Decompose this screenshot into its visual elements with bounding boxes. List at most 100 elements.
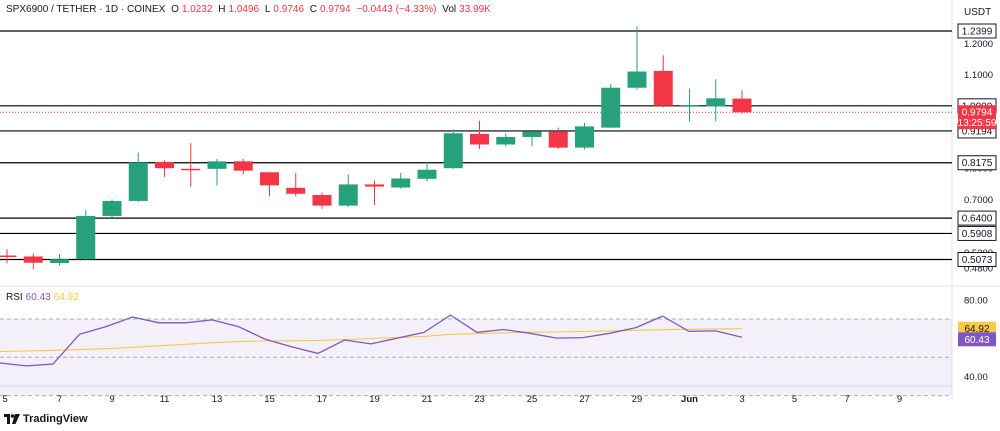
candle-body: [207, 161, 227, 169]
rsi-legend: RSI 60.43 64.92: [6, 292, 79, 303]
time-tick-label: 25: [527, 394, 538, 405]
candle: [653, 55, 673, 108]
level-tag-label: 0.5908: [962, 229, 993, 240]
price-tick-label: 0.7000: [964, 195, 993, 206]
rsi-value: 60.43: [25, 292, 51, 303]
candle-body: [653, 70, 673, 106]
symbol-title[interactable]: SPX6900 / TETHER · 1D · COINEX: [6, 4, 166, 15]
candle-body: [391, 178, 411, 188]
price-tick-label: 1.1000: [964, 70, 993, 81]
level-tag-label: 1.2399: [962, 27, 993, 38]
candle: [207, 158, 227, 186]
candle-body: [50, 259, 69, 264]
rsi-tick-label: 40.00: [964, 372, 988, 383]
candle: [155, 160, 174, 177]
candle-body: [155, 161, 174, 169]
low-label: L: [264, 4, 271, 15]
candle-body: [470, 133, 489, 145]
candle-body: [417, 169, 437, 179]
time-tick-label: 5: [2, 394, 7, 405]
candle-body: [233, 161, 253, 171]
volume-label: Vol: [442, 4, 457, 15]
rsi-title[interactable]: RSI: [6, 292, 23, 303]
candle-body: [575, 126, 594, 148]
candle: [680, 88, 699, 122]
rsi-ma-tag-label: 64.92: [964, 324, 989, 335]
time-tick-label: 15: [264, 394, 275, 405]
candle-body: [23, 256, 43, 263]
candle: [496, 133, 516, 147]
candle: [417, 161, 437, 182]
rsi-ma-value: 64.92: [53, 292, 79, 303]
candle: [365, 180, 384, 205]
tradingview-logo-icon: [4, 414, 20, 425]
rsi-tag: [958, 332, 996, 347]
open-value: 1.0232: [181, 4, 213, 15]
candle: [601, 83, 621, 129]
level-tag: [957, 23, 997, 39]
level-tag-label: 0.6400: [962, 214, 993, 225]
level-tag-label: 0.9194: [962, 126, 993, 137]
candle: [102, 199, 122, 219]
time-tick-label: 9: [109, 394, 114, 405]
price-tick-label: 0.4800: [964, 264, 993, 275]
time-tick-label: 27: [579, 394, 590, 405]
candle-body: [0, 255, 17, 258]
candle: [732, 90, 752, 114]
high-label: H: [218, 4, 226, 15]
candle-body: [365, 184, 384, 187]
candle: [312, 192, 332, 209]
time-tick-label: 11: [160, 394, 170, 405]
close-value: 0.9794: [320, 4, 351, 15]
rsi-ma-tag: [958, 321, 996, 336]
time-tick-label: 7: [57, 394, 62, 405]
candle: [575, 122, 594, 150]
candle-body: [181, 168, 201, 171]
candle-body: [680, 105, 699, 107]
open-label: O: [171, 4, 179, 15]
candle-body: [102, 200, 122, 216]
candle-body: [286, 187, 306, 194]
time-tick-label: 17: [317, 394, 328, 405]
candle-body: [312, 195, 332, 206]
candle-body: [443, 133, 463, 169]
candle: [286, 172, 306, 197]
candle-body: [627, 71, 647, 88]
tradingview-logo[interactable]: TradingView: [4, 413, 88, 425]
time-tick-label: 9: [897, 394, 902, 405]
candle: [522, 131, 542, 147]
level-tag: [957, 210, 997, 226]
candle: [128, 152, 148, 202]
candle: [23, 253, 43, 270]
chart-header: SPX6900 / TETHER · 1D · COINEX O 1.0232 H…: [6, 4, 494, 15]
candle: [706, 79, 726, 122]
volume-value: 33.99K: [459, 4, 491, 15]
candle: [181, 143, 201, 187]
candle-body: [706, 98, 726, 107]
low-value: 0.9746: [273, 4, 305, 15]
candle-body: [76, 215, 96, 260]
currency-label[interactable]: USDT: [964, 7, 992, 18]
close-label: C: [309, 4, 318, 15]
candle-body: [548, 131, 568, 148]
candle: [260, 172, 279, 197]
candle: [338, 174, 358, 207]
rsi-ma-line: [0, 328, 743, 353]
time-tick-label: 7: [844, 394, 849, 405]
candle: [548, 127, 568, 149]
last-price-tag: [958, 105, 996, 130]
level-tag: [957, 155, 997, 171]
candle: [50, 253, 69, 266]
time-tick-label: 13: [212, 394, 223, 405]
level-tag-label: 0.8175: [962, 158, 993, 169]
time-tick-label: 3: [739, 394, 744, 405]
time-tick-label: 5: [792, 394, 797, 405]
tradingview-brand: TradingView: [23, 413, 88, 425]
candle-body: [496, 137, 516, 145]
rsi-tick-label: 80.00: [964, 295, 988, 306]
price-tick-label: 1.2000: [964, 39, 993, 50]
candle: [470, 120, 489, 149]
change-value: −0.0443 (−4.33%): [356, 4, 437, 15]
candle: [443, 129, 463, 169]
